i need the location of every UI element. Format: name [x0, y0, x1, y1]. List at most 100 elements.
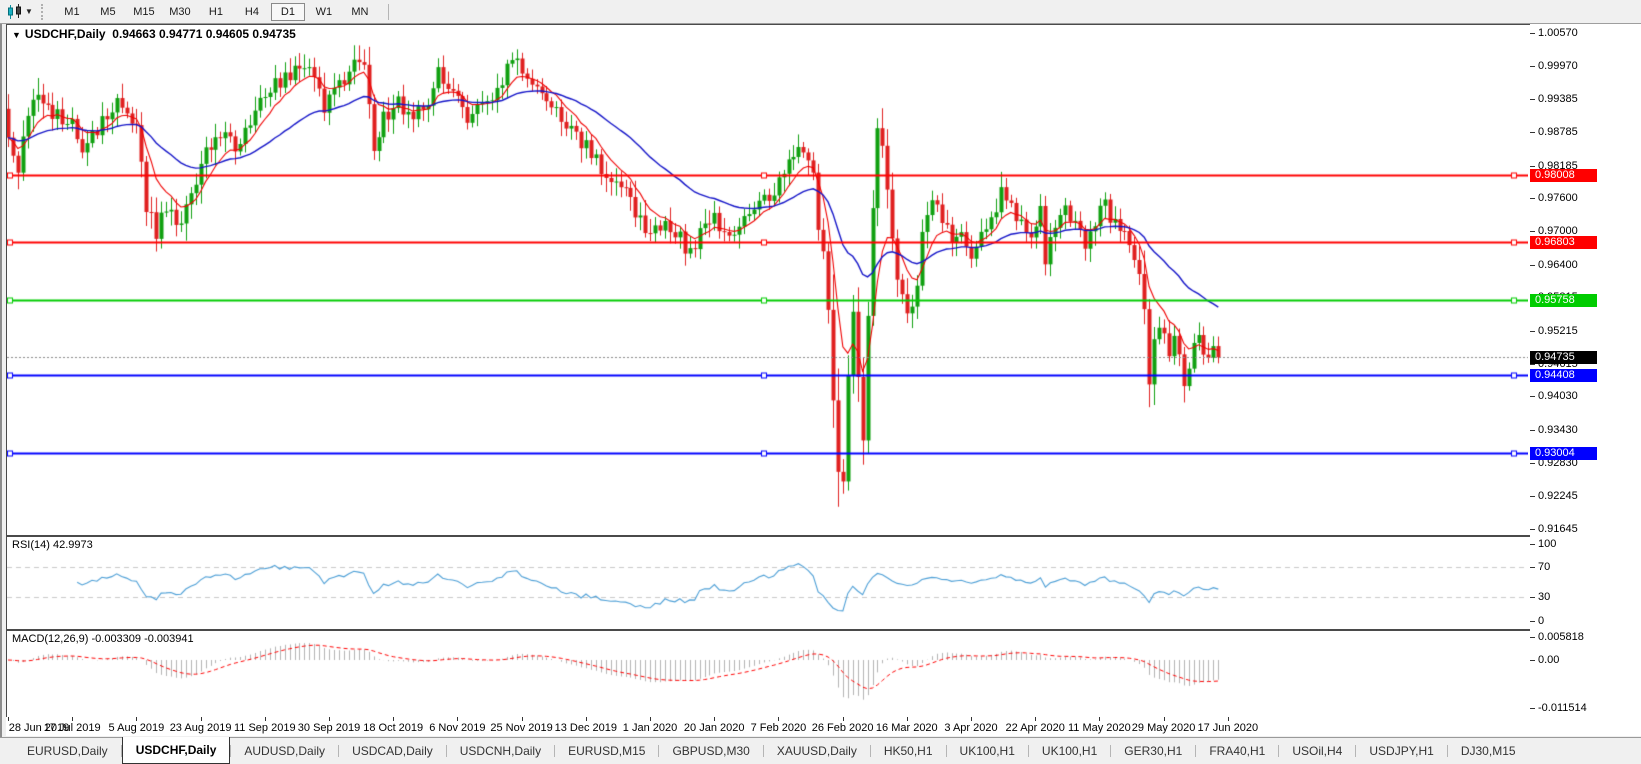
- timeframe-buttons: M1 M5 M15 M30 H1 H4 D1 W1 MN: [54, 2, 378, 21]
- tab-separator: [1446, 745, 1448, 757]
- chart-tab-usdcad-daily[interactable]: USDCAD,Daily: [352, 744, 433, 758]
- timeframe-button-m1[interactable]: M1: [64, 5, 80, 18]
- time-axis-label: 22 Apr 2020: [1005, 722, 1065, 734]
- price-axis[interactable]: 1.00570 0.99970 0.99385 0.98785 0.98185 0.976…: [1530, 24, 1641, 736]
- price-axis-label: 0.92245: [1538, 490, 1578, 502]
- toolbar-gripper[interactable]: [40, 3, 46, 20]
- time-axis-label: 18 Oct 2019: [363, 722, 424, 734]
- tab-separator: [1027, 745, 1029, 757]
- time-axis-tick: [1227, 717, 1229, 721]
- tab-separator: [338, 745, 340, 757]
- time-axis-label: 29 May 2020: [1131, 722, 1196, 734]
- price-axis-tick: [1530, 544, 1535, 545]
- price-axis-label: 0.96400: [1538, 259, 1578, 271]
- timeframe-button-m5[interactable]: M5: [100, 5, 116, 18]
- tab-separator: [658, 745, 660, 757]
- time-axis-label: 6 Nov 2019: [429, 722, 486, 734]
- toolbar-divider: [387, 3, 389, 20]
- price-axis-tick: [1530, 99, 1535, 100]
- tab-separator: [1195, 745, 1197, 757]
- tab-separator: [554, 745, 556, 757]
- time-axis-tick: [136, 717, 138, 721]
- chart-tab-usdchf-daily[interactable]: USDCHF,Daily: [121, 737, 231, 764]
- chart-tabs: EURUSD,Daily USDCHF,Daily AUDUSD,Daily USDC…: [0, 737, 1641, 764]
- tab-separator: [230, 745, 232, 757]
- price-axis-tick: [1530, 198, 1535, 199]
- current-price-label[interactable]: 0.94735: [1530, 350, 1597, 364]
- toolbar-dropdown-icon[interactable]: ▼: [25, 7, 33, 16]
- chart-tab-eurusd-daily[interactable]: EURUSD,Daily: [27, 744, 108, 758]
- price-axis-tick: [1530, 463, 1535, 464]
- time-axis[interactable]: 28 Jun 2019 17 Jul 2019 5 Aug 2019 23 Aug 2…: [6, 717, 1641, 736]
- time-axis-tick: [714, 717, 716, 721]
- time-axis-label: 11 May 2020: [1067, 722, 1131, 734]
- chart-tab-xauusd-daily[interactable]: XAUUSD,Daily: [776, 744, 857, 758]
- price-axis-tick: [1530, 66, 1535, 67]
- price-axis-label: 0.99970: [1538, 60, 1578, 72]
- price-axis-tick: [1530, 166, 1535, 167]
- time-axis-tick: [457, 717, 459, 721]
- time-axis-label: 3 Apr 2020: [944, 722, 998, 734]
- price-axis-label: 0.99385: [1538, 93, 1578, 105]
- chart-tab-usdjpy-h1[interactable]: USDJPY,H1: [1369, 744, 1434, 758]
- time-axis-tick: [778, 717, 780, 721]
- time-axis-label: 26 Feb 2020: [811, 722, 874, 734]
- price-axis-label: 0.00: [1538, 654, 1560, 666]
- chart-tool-icon[interactable]: [6, 3, 24, 20]
- timeframe-button-m15[interactable]: M15: [133, 5, 155, 18]
- price-axis-label: 0.98785: [1538, 126, 1578, 138]
- price-chart-canvas[interactable]: [7, 25, 1528, 533]
- time-axis-label: 17 Jun 2020: [1197, 722, 1259, 734]
- time-axis-tick: [393, 717, 395, 721]
- hline-price-label[interactable]: 0.98008: [1530, 168, 1597, 182]
- price-axis-label: 100: [1538, 538, 1557, 550]
- time-axis-label: 11 Sep 2019: [234, 722, 296, 734]
- price-axis-tick: [1530, 660, 1535, 661]
- tab-separator: [1278, 745, 1280, 757]
- timeframe-button-d1[interactable]: D1: [270, 2, 305, 21]
- tab-separator: [120, 745, 122, 757]
- hline-price-label[interactable]: 0.96803: [1530, 235, 1597, 249]
- hline-price-label[interactable]: 0.93004: [1530, 446, 1597, 460]
- timeframe-button-h4[interactable]: H4: [244, 5, 259, 18]
- price-axis-tick: [1530, 265, 1535, 266]
- chart-tab-fra40-h1[interactable]: FRA40,H1: [1209, 744, 1266, 758]
- tab-separator: [445, 745, 447, 757]
- timeframe-button-mn[interactable]: MN: [351, 5, 369, 18]
- chart-tab-uk100-h1[interactable]: UK100,H1: [959, 744, 1015, 758]
- time-axis-tick: [650, 717, 651, 721]
- hline-price-label[interactable]: 0.95758: [1530, 293, 1597, 307]
- time-axis-tick: [842, 717, 844, 721]
- price-axis-tick: [1530, 231, 1535, 232]
- tab-separator: [945, 745, 947, 757]
- chart-ohlc-values: 0.94663 0.94771 0.94605 0.94735: [112, 27, 296, 41]
- chart-dropdown-icon[interactable]: ▼: [12, 30, 21, 40]
- time-axis-label: 20 Jan 2020: [683, 722, 745, 734]
- timeframe-button-w1[interactable]: W1: [315, 5, 333, 18]
- price-axis-label: -0.011514: [1538, 702, 1587, 714]
- chart-tab-gbpusd-m30[interactable]: GBPUSD,M30: [672, 744, 750, 758]
- timeframe-button-m30[interactable]: M30: [169, 5, 191, 18]
- price-axis-label: 0.94030: [1538, 390, 1578, 402]
- chart-tab-eurusd-m15[interactable]: EURUSD,M15: [568, 744, 646, 758]
- chart-tab-dj30-m15[interactable]: DJ30,M15: [1460, 744, 1516, 758]
- time-axis-label: 28 Jun 2019: [8, 722, 70, 734]
- chart-tab-uk100-h1[interactable]: UK100,H1: [1041, 744, 1098, 758]
- time-axis-tick: [971, 717, 972, 721]
- time-axis-tick: [8, 717, 9, 721]
- chart-tab-audusd-daily[interactable]: AUDUSD,Daily: [244, 744, 326, 758]
- chart-tab-ger30-h1[interactable]: GER30,H1: [1124, 744, 1183, 758]
- hline-price-label[interactable]: 0.94408: [1530, 368, 1597, 382]
- rsi-canvas[interactable]: [7, 537, 1528, 627]
- chart-tab-usoil-h4[interactable]: USOil,H4: [1292, 744, 1343, 758]
- chart-tab-hk50-h1[interactable]: HK50,H1: [883, 744, 933, 758]
- rsi-label: RSI(14) 42.9973: [12, 539, 93, 551]
- time-axis-label: 23 Aug 2019: [169, 722, 232, 734]
- chart-tab-usdcnh-daily[interactable]: USDCNH,Daily: [459, 744, 542, 758]
- macd-canvas[interactable]: [7, 631, 1528, 716]
- time-axis-label: 1 Jan 2020: [622, 722, 678, 734]
- chart-symbol-period: USDCHF,Daily: [24, 27, 106, 41]
- timeframe-button-h1[interactable]: H1: [208, 5, 223, 18]
- price-axis-label: 0: [1538, 615, 1545, 627]
- tab-separator: [762, 745, 764, 757]
